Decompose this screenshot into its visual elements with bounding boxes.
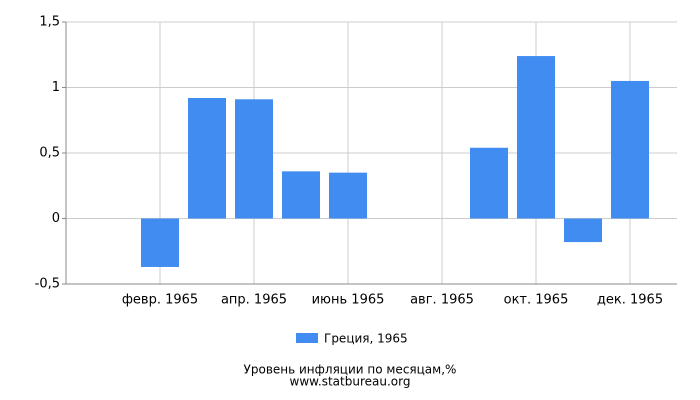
legend-swatch [296, 333, 318, 343]
legend-label: Греция, 1965 [324, 332, 408, 346]
bar [141, 218, 179, 267]
x-tick-label: дек. 1965 [597, 293, 663, 308]
bar [611, 80, 649, 219]
bar [329, 172, 367, 219]
y-tick-label: 1 [52, 80, 60, 95]
x-tick-label: июнь 1965 [312, 293, 385, 308]
bar [470, 147, 508, 219]
bar [188, 97, 226, 219]
chart-title: Уровень инфляции по месяцам,% [244, 363, 457, 377]
bar [564, 218, 602, 243]
bar [517, 56, 555, 219]
x-tick-label: апр. 1965 [221, 293, 287, 308]
x-tick-label: авг. 1965 [410, 293, 474, 308]
y-tick-label: -0,5 [35, 277, 60, 292]
y-tick-label: 0,5 [39, 146, 60, 161]
bar [235, 99, 273, 219]
y-tick-label: 0 [52, 211, 60, 226]
bar [282, 171, 320, 219]
x-tick-label: февр. 1965 [122, 293, 198, 308]
chart-subtitle: www.statbureau.org [290, 375, 411, 389]
y-tick-label: 1,5 [39, 15, 60, 30]
x-tick-label: окт. 1965 [504, 293, 569, 308]
